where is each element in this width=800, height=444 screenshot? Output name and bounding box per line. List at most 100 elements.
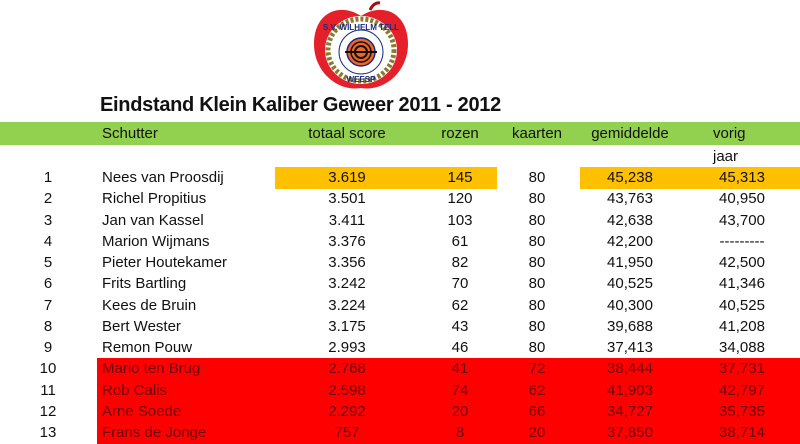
score-cell: 3.224: [328, 296, 366, 314]
rank-cell: 5: [43, 254, 53, 271]
kaarten-cell: 80: [528, 254, 546, 271]
gemiddelde-cell: 40,525: [607, 275, 653, 293]
vorig-jaar-cell: 41,208: [719, 317, 765, 335]
gemiddelde-cell: 37,850: [607, 424, 653, 441]
name-cell: Remon Pouw: [102, 339, 193, 356]
rozen-cell: 120: [447, 190, 473, 208]
kaarten-cell: 80: [528, 296, 546, 314]
name-cell: Kees de Bruin: [102, 296, 197, 314]
rozen-cell: 46: [451, 339, 469, 356]
rank-cell: 12: [39, 402, 57, 420]
rank-cell: 2: [43, 190, 53, 208]
table-row: 13 Frans de Jonge 757 8 20 37,850 38,714: [0, 422, 800, 444]
vorig-jaar-cell: 40,950: [719, 190, 765, 208]
name-cell: Frans de Jonge: [102, 424, 207, 441]
relegation-band: [97, 422, 800, 444]
rank-cell: 7: [43, 296, 53, 314]
relegation-band: [97, 358, 800, 381]
vorig-jaar-cell: ---------: [719, 232, 765, 250]
kaarten-cell: 80: [528, 317, 546, 335]
vorig-jaar-cell: 45,313: [719, 169, 765, 186]
name-cell: Pieter Houtekamer: [102, 254, 228, 271]
rank-cell: 11: [40, 381, 56, 399]
gemiddelde-cell: 39,688: [607, 317, 653, 335]
table-row: 11 Rob Calis 2.598 74 62 41,903 42,797: [0, 379, 800, 402]
vorig-jaar-cell: 42,797: [719, 381, 765, 399]
rozen-cell: 82: [451, 254, 469, 271]
score-cell: 3.242: [328, 275, 366, 293]
score-cell: 2.598: [328, 381, 366, 399]
rank-cell: 3: [43, 211, 53, 229]
rozen-cell: 43: [451, 317, 469, 335]
name-cell: Rob Calis: [102, 381, 168, 399]
name-cell: Richel Propitius: [102, 190, 207, 208]
score-cell: 3.175: [328, 317, 366, 335]
vorig-jaar-cell: 41,346: [719, 275, 765, 293]
score-cell: 3.411: [328, 211, 366, 229]
rozen-cell: 62: [451, 296, 469, 314]
rozen-cell: 61: [451, 232, 469, 250]
kaarten-cell: 62: [528, 381, 546, 399]
vorig-jaar-cell: 40,525: [719, 296, 765, 314]
rank-cell: 10: [39, 360, 57, 378]
kaarten-cell: 80: [528, 232, 546, 250]
relegation-band: [97, 379, 800, 402]
header-kaarten: kaarten: [511, 125, 563, 142]
vorig-jaar-cell: 42,500: [719, 254, 765, 271]
name-cell: Bert Wester: [102, 317, 181, 335]
name-cell: Nees van Proosdij: [102, 169, 224, 186]
rozen-cell: 74: [451, 381, 469, 399]
rozen-cell: 20: [451, 402, 469, 420]
rozen-cell: 70: [451, 275, 469, 293]
header-vorig-jaar: vorig jaar: [713, 125, 746, 165]
kaarten-cell: 20: [528, 424, 546, 441]
gemiddelde-cell: 40,300: [607, 296, 653, 314]
score-cell: 2.292: [328, 402, 366, 420]
gemiddelde-cell: 43,763: [607, 190, 653, 208]
highlight-band: [580, 167, 800, 189]
score-cell: 3.501: [328, 190, 366, 208]
rozen-cell: 8: [455, 424, 465, 441]
score-cell: 3.356: [328, 254, 366, 271]
gemiddelde-cell: 42,638: [607, 211, 653, 229]
vorig-jaar-cell: 43,700: [719, 211, 765, 229]
name-cell: Frits Bartling: [102, 275, 187, 293]
gemiddelde-cell: 41,903: [607, 381, 653, 399]
kaarten-cell: 72: [528, 360, 546, 378]
table-row: 8 Bert Wester 3.175 43 80 39,688 41,208: [0, 316, 800, 337]
rank-cell: 6: [43, 275, 53, 293]
table-row: 5 Pieter Houtekamer 3.356 82 80 41,950 42,500: [0, 252, 800, 273]
gemiddelde-cell: 42,200: [607, 232, 653, 250]
gemiddelde-cell: 34,727: [607, 402, 653, 420]
kaarten-cell: 80: [528, 275, 546, 293]
relegation-band: [97, 400, 800, 423]
kaarten-cell: 80: [528, 169, 546, 186]
logo-text-top: S.V. WILHELM TELL: [323, 23, 399, 32]
name-cell: Marion Wijmans: [102, 232, 210, 250]
name-cell: Arne Soede: [102, 402, 182, 420]
kaarten-cell: 66: [528, 402, 546, 420]
header-schutter: Schutter: [102, 125, 158, 142]
table-row: 2 Richel Propitius 3.501 120 80 43,763 40,950: [0, 188, 800, 209]
header-totaal-score: totaal score: [308, 125, 386, 142]
gemiddelde-cell: 38,444: [607, 360, 653, 378]
logo-text-bottom: WEESP: [347, 75, 377, 84]
header-rozen: rozen: [441, 125, 479, 142]
score-cell: 2.768: [328, 360, 366, 378]
table-row: 10 Mario ten Brug 2.768 41 72 38,444 37,731: [0, 358, 800, 381]
highlight-band: [275, 167, 497, 189]
table-row: 1 Nees van Proosdij 3.619 145 80 45,238 45,313: [0, 167, 800, 189]
kaarten-cell: 80: [528, 211, 546, 229]
name-cell: Jan van Kassel: [102, 211, 204, 229]
table-row: 9 Remon Pouw 2.993 46 80 37,413 34,088: [0, 337, 800, 358]
vorig-jaar-cell: 38,714: [719, 424, 765, 441]
rank-cell: 1: [43, 169, 53, 186]
gemiddelde-cell: 41,950: [607, 254, 653, 271]
table-header: Schutter totaal score rozen kaarten gemi…: [0, 122, 800, 165]
table-row: 7 Kees de Bruin 3.224 62 80 40,300 40,525: [0, 295, 800, 316]
rozen-cell: 41: [451, 360, 469, 378]
rozen-cell: 103: [447, 211, 473, 229]
club-logo: S.V. WILHELM TELL WEESP: [310, 0, 412, 92]
kaarten-cell: 80: [528, 190, 546, 208]
page-title: Eindstand Klein Kaliber Geweer 2011 - 20…: [100, 94, 501, 116]
